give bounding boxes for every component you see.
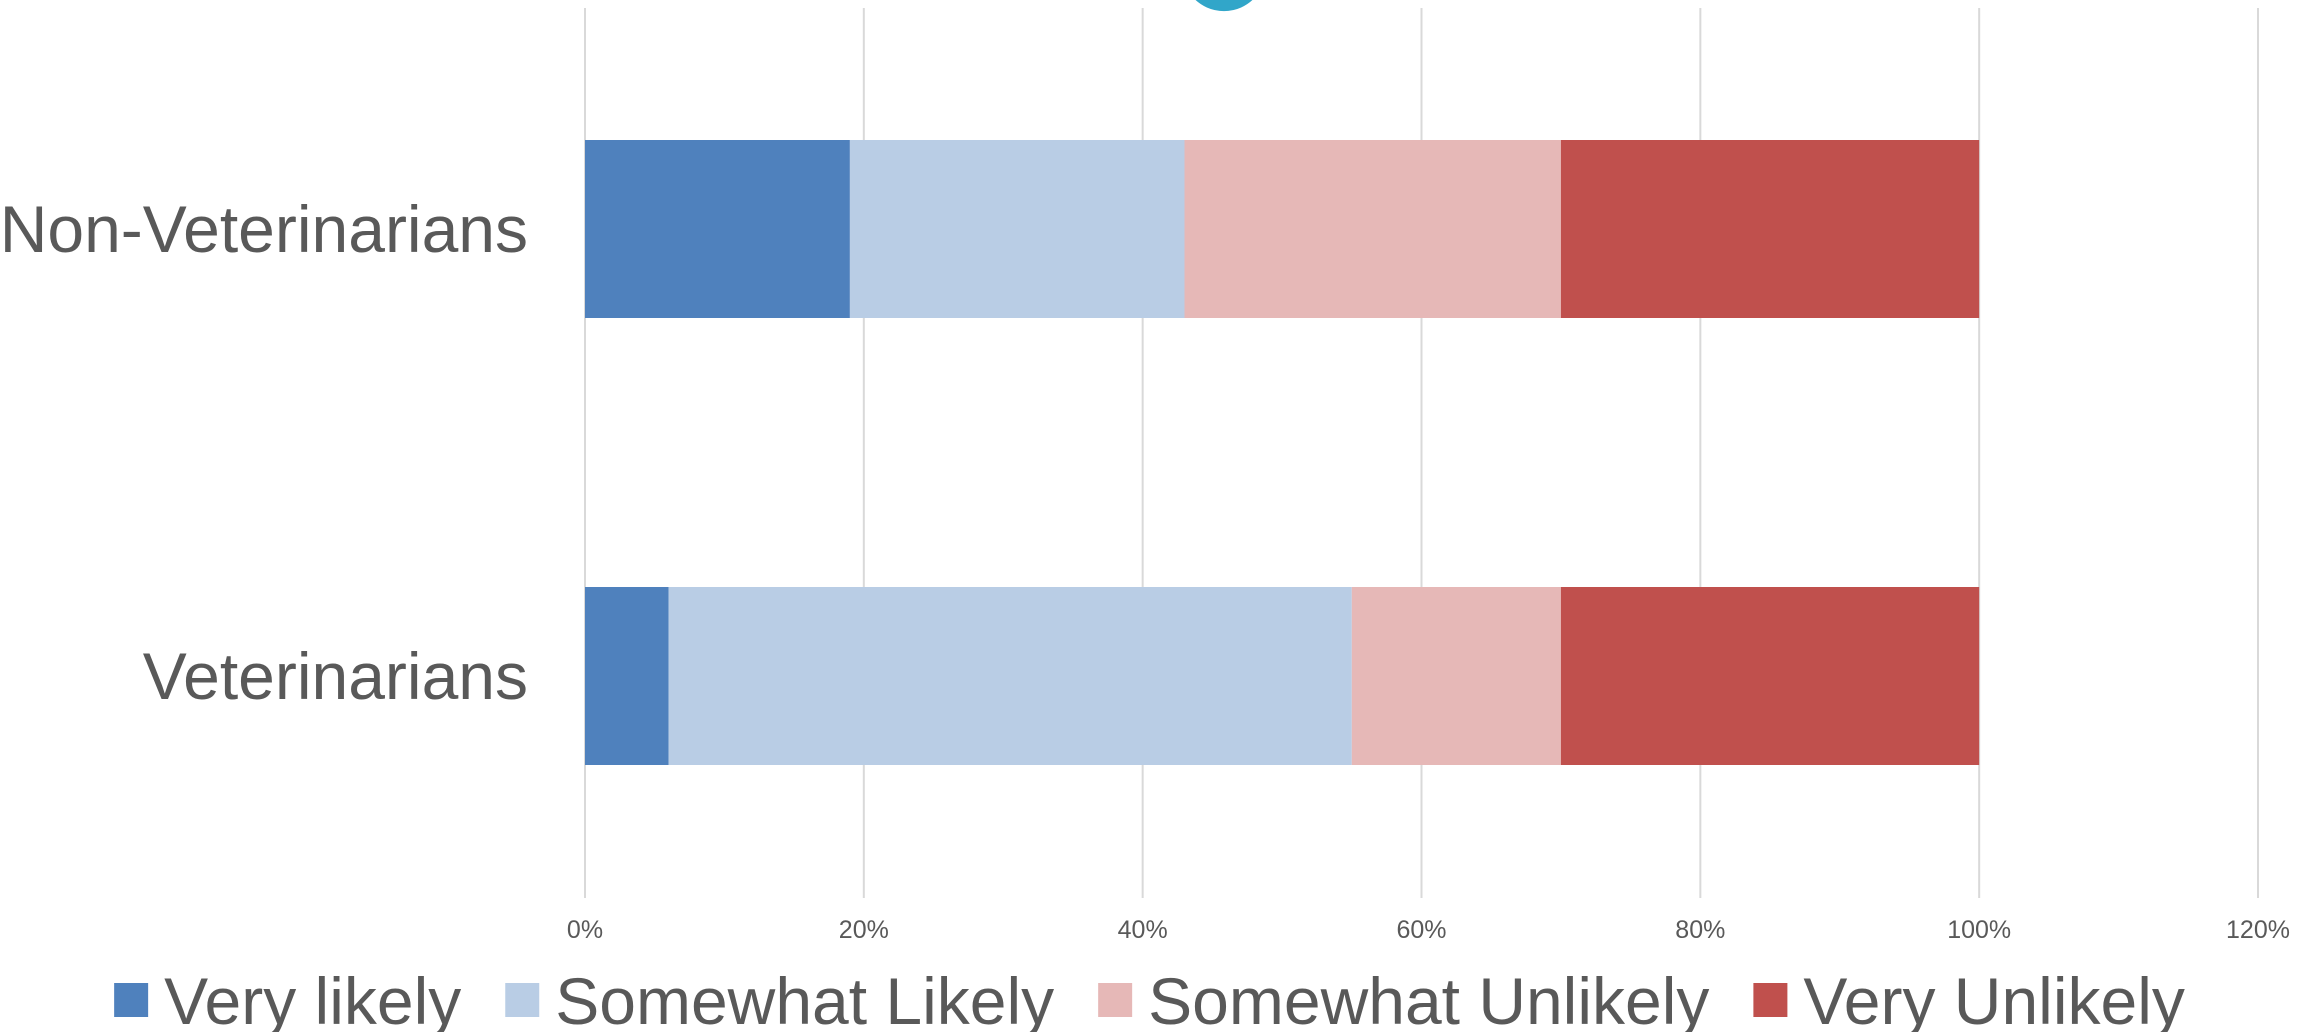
partial-circle-decoration bbox=[1195, 0, 1253, 12]
legend-swatch-0 bbox=[114, 983, 149, 1017]
bar-non-veterinarians-somewhat-unlikely bbox=[1184, 140, 1561, 318]
legend-label-1: Somewhat Likely bbox=[555, 964, 1054, 1032]
legend-swatch-2 bbox=[1098, 983, 1133, 1017]
bars bbox=[585, 140, 1980, 765]
bar-veterinarians-very-unlikely bbox=[1560, 587, 1980, 765]
legend: Very likely Somewhat Likely Somewhat Unlik… bbox=[114, 964, 2185, 1032]
x-tick-label-6: 120% bbox=[2226, 916, 2290, 944]
x-tick-label-0: 0% bbox=[567, 916, 603, 944]
bar-veterinarians-somewhat-likely bbox=[668, 587, 1352, 765]
legend-swatch-3 bbox=[1753, 983, 1788, 1017]
category-label-1: Veterinarians bbox=[143, 639, 528, 713]
bar-veterinarians-somewhat-unlikely bbox=[1351, 587, 1561, 765]
x-tick-label-3: 60% bbox=[1396, 916, 1446, 944]
category-labels: Non-Veterinarians Veterinarians bbox=[0, 192, 528, 713]
x-tick-label-5: 100% bbox=[1947, 916, 2011, 944]
bar-non-veterinarians-very-unlikely bbox=[1560, 140, 1980, 318]
bar-veterinarians-very-likely bbox=[585, 587, 669, 765]
bar-non-veterinarians-very-likely bbox=[585, 140, 850, 318]
legend-label-3: Very Unlikely bbox=[1803, 964, 2184, 1032]
x-axis-tick-labels: 0% 20% 40% 60% 80% 100% 120% bbox=[567, 916, 2290, 944]
legend-label-0: Very likely bbox=[164, 964, 461, 1032]
x-tick-label-2: 40% bbox=[1118, 916, 1168, 944]
legend-label-2: Somewhat Unlikely bbox=[1148, 964, 1709, 1032]
legend-swatch-1 bbox=[505, 983, 540, 1017]
category-label-0: Non-Veterinarians bbox=[0, 192, 528, 266]
x-tick-label-1: 20% bbox=[839, 916, 889, 944]
x-tick-label-4: 80% bbox=[1675, 916, 1725, 944]
bar-non-veterinarians-somewhat-likely bbox=[849, 140, 1185, 318]
